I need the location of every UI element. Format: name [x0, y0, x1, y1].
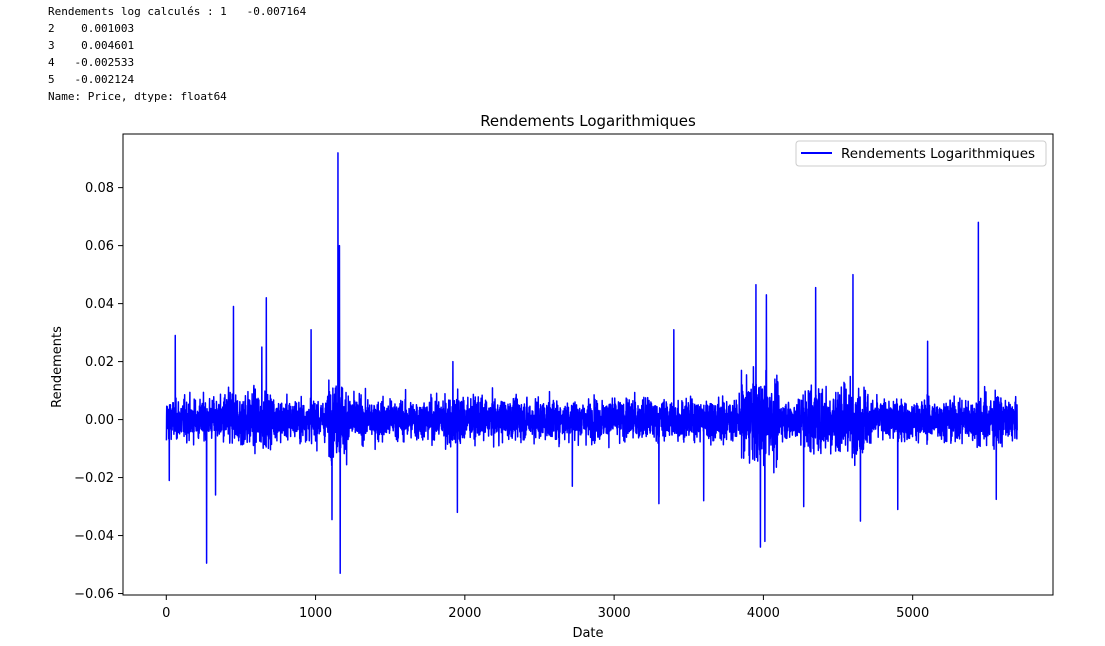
x-axis: 0 1000 2000 3000 4000 5000 — [162, 595, 929, 621]
console-line: Rendements log calculés : 1 -0.007164 — [48, 5, 307, 18]
console-line: 5 -0.002124 — [48, 73, 135, 86]
x-tick-label: 1000 — [299, 606, 332, 621]
x-tick-label: 0 — [162, 606, 170, 621]
x-axis-label: Date — [572, 626, 603, 641]
legend: Rendements Logarithmiques — [795, 140, 1047, 167]
series-line — [165, 152, 1018, 574]
legend-box — [795, 140, 1047, 167]
x-tick-label: 4000 — [747, 606, 780, 621]
y-tick-label: 0.00 — [85, 413, 114, 428]
legend-label: Rendements Logarithmiques — [841, 146, 1035, 162]
series-layer — [165, 152, 1018, 574]
y-tick-label: 0.06 — [85, 239, 114, 254]
x-tick-label: 2000 — [448, 606, 481, 621]
console-output: Rendements log calculés : 1 -0.007164 2 … — [48, 3, 306, 105]
y-tick-label: 0.04 — [85, 297, 114, 312]
y-tick-label: −0.04 — [74, 529, 114, 544]
y-axis: −0.06 −0.04 −0.02 0.00 0.02 0.04 0.06 0.08 — [74, 181, 123, 602]
console-line: 3 0.004601 — [48, 39, 135, 52]
x-tick-label: 3000 — [598, 606, 631, 621]
chart-title: Rendements Logarithmiques — [480, 112, 696, 130]
console-line: 4 -0.002533 — [48, 56, 135, 69]
console-line: 2 0.001003 — [48, 22, 135, 35]
y-tick-label: −0.02 — [74, 471, 114, 486]
y-axis-label: Rendements — [50, 326, 65, 408]
console-line: Name: Price, dtype: float64 — [48, 90, 227, 103]
x-tick-label: 5000 — [896, 606, 929, 621]
y-tick-label: −0.06 — [74, 587, 114, 602]
plot-frame — [122, 133, 1054, 596]
y-tick-label: 0.08 — [85, 181, 114, 196]
y-tick-label: 0.02 — [85, 355, 114, 370]
